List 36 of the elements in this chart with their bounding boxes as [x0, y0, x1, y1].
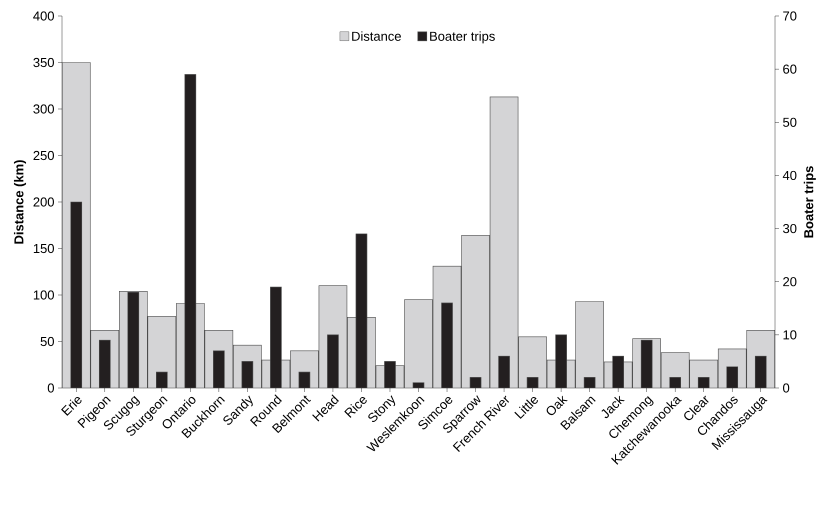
- bar: [584, 377, 596, 388]
- y-tick-label: 50: [40, 336, 54, 346]
- bar: [242, 361, 254, 388]
- y-tick-label: 300: [33, 104, 54, 114]
- bar: [213, 350, 225, 388]
- bar: [698, 377, 710, 388]
- y-tick-label: 250: [34, 150, 54, 160]
- bar: [70, 202, 82, 388]
- y2-tick-label: 20: [783, 277, 796, 286]
- y2-axis-title: Boater trips: [804, 166, 816, 238]
- y-tick-label: 0: [48, 383, 54, 393]
- y-tick-label: 350: [33, 58, 54, 68]
- x-tick-label: Rice: [344, 396, 367, 418]
- bar: [754, 356, 767, 388]
- bar: [156, 372, 168, 388]
- y-tick-label: 100: [34, 290, 54, 300]
- y2-tick-label: 70: [783, 11, 796, 21]
- bar: [441, 302, 453, 388]
- x-tick-label: Little: [514, 396, 538, 419]
- bar: [298, 372, 310, 388]
- y-tick-label: 200: [34, 197, 54, 207]
- bar: [327, 334, 339, 388]
- y-tick-label: 150: [34, 244, 54, 254]
- legend-label: Boater trips: [430, 31, 495, 44]
- y2-tick-label: 60: [783, 64, 796, 74]
- y2-tick-label: 40: [782, 170, 796, 180]
- bar: [670, 377, 681, 388]
- legend-label: Distance: [352, 31, 401, 41]
- y2-tick-label: 50: [783, 118, 796, 127]
- y-tick-label: 400: [33, 11, 54, 21]
- bar: [726, 366, 738, 388]
- y-axis-title: Distance (km): [14, 160, 26, 244]
- y2-tick-label: 0: [783, 383, 790, 393]
- y2-tick-label: 30: [783, 224, 796, 234]
- bar: [527, 377, 538, 388]
- y2-tick-label: 10: [784, 330, 796, 340]
